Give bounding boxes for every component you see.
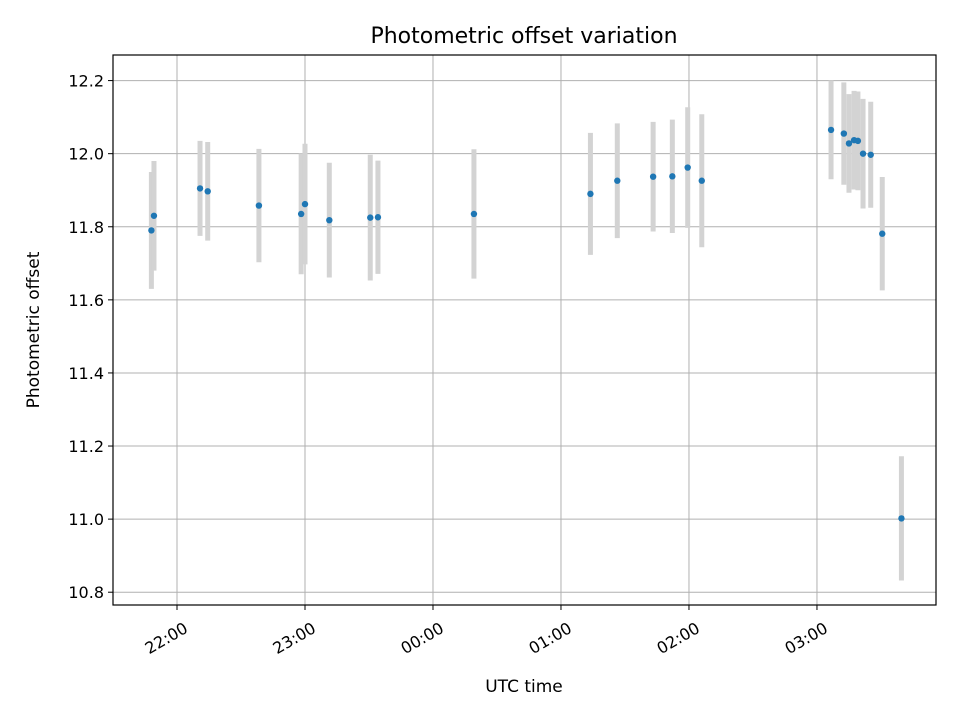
data-point — [374, 214, 382, 221]
y-tick-label: 11.0 — [68, 510, 104, 529]
data-point — [587, 190, 594, 198]
x-axis-ticks: 22:00 23:00 00:00 01:00 02:00 03:00 — [142, 605, 831, 658]
x-tick-label: 03:00 — [782, 618, 831, 658]
data-point — [845, 140, 853, 147]
data-point — [297, 210, 305, 218]
y-tick-label: 10.8 — [68, 583, 104, 602]
y-axis-label: Photometric offset — [24, 251, 44, 408]
data-point — [150, 212, 158, 219]
x-tick-label: 01:00 — [526, 618, 575, 658]
y-tick-label: 11.4 — [68, 364, 104, 383]
data-point — [196, 185, 204, 192]
data-point — [898, 515, 905, 522]
y-axis-ticks: 10.8 11.0 11.2 11.4 11.6 11.8 12.0 12.2 — [68, 72, 113, 602]
x-tick-label: 00:00 — [398, 618, 447, 658]
y-tick-label: 11.6 — [68, 291, 104, 310]
data-point — [684, 164, 691, 171]
data-point — [204, 188, 211, 195]
error-bars — [148, 80, 904, 581]
data-point — [698, 177, 705, 184]
x-tick-label: 02:00 — [654, 618, 703, 658]
chart-title: Photometric offset variation — [370, 24, 677, 49]
data-point — [867, 151, 874, 158]
data-point — [840, 130, 848, 137]
data-point — [470, 210, 478, 218]
data-point — [827, 126, 835, 134]
data-point — [854, 137, 862, 145]
data-point — [148, 227, 155, 234]
data-point — [669, 173, 676, 180]
y-tick-label: 11.2 — [68, 437, 104, 456]
y-tick-label: 12.2 — [68, 72, 104, 91]
data-point — [614, 177, 621, 184]
data-point — [301, 200, 309, 208]
x-tick-label: 22:00 — [142, 618, 191, 658]
data-point — [255, 202, 263, 209]
plot-frame — [112, 54, 937, 606]
x-axis-label: UTC time — [485, 677, 563, 697]
x-tick-label: 23:00 — [270, 618, 319, 658]
y-tick-label: 11.8 — [68, 218, 104, 237]
y-tick-label: 12.0 — [68, 145, 104, 164]
data-points — [148, 126, 905, 522]
data-point — [367, 214, 374, 221]
data-point — [879, 230, 886, 237]
grid-lines — [113, 55, 936, 605]
data-point — [326, 216, 333, 224]
data-point — [649, 173, 657, 180]
data-point — [859, 150, 867, 157]
